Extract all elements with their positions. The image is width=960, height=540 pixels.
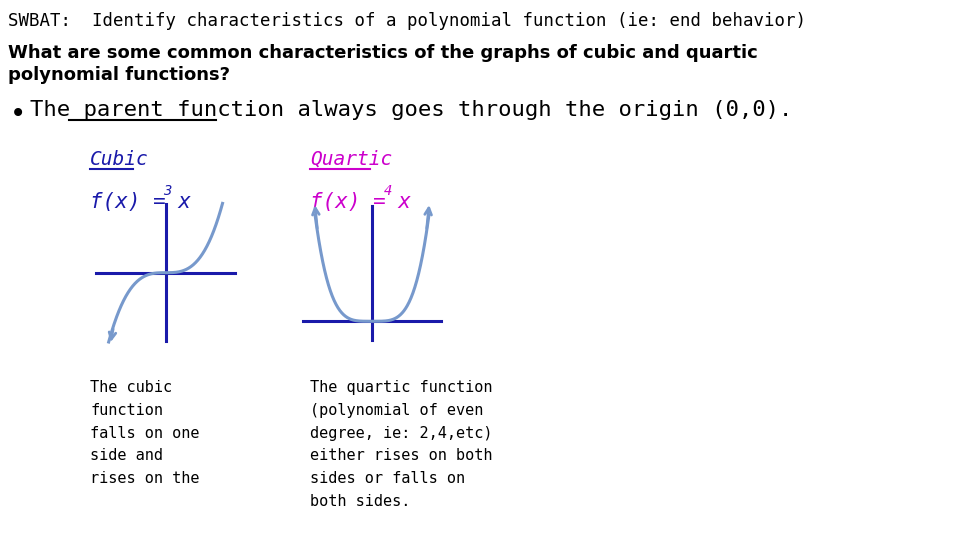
Text: SWBAT:  Identify characteristics of a polynomial function (ie: end behavior): SWBAT: Identify characteristics of a pol… xyxy=(8,12,806,30)
Text: •: • xyxy=(10,100,26,128)
Text: The quartic function
(polynomial of even
degree, ie: 2,4,etc)
either rises on bo: The quartic function (polynomial of even… xyxy=(310,380,492,509)
Text: The parent function always goes through the origin (0,0).: The parent function always goes through … xyxy=(30,100,792,120)
Text: 4: 4 xyxy=(384,184,392,198)
Text: What are some common characteristics of the graphs of cubic and quartic
polynomi: What are some common characteristics of … xyxy=(8,44,757,84)
Text: The cubic
function
falls on one
side and
rises on the: The cubic function falls on one side and… xyxy=(90,380,200,486)
Text: f(x) = x: f(x) = x xyxy=(90,192,191,212)
Text: Cubic: Cubic xyxy=(90,150,149,169)
Text: 3: 3 xyxy=(163,184,172,198)
Text: f(x) = x: f(x) = x xyxy=(310,192,411,212)
Text: Quartic: Quartic xyxy=(310,150,393,169)
